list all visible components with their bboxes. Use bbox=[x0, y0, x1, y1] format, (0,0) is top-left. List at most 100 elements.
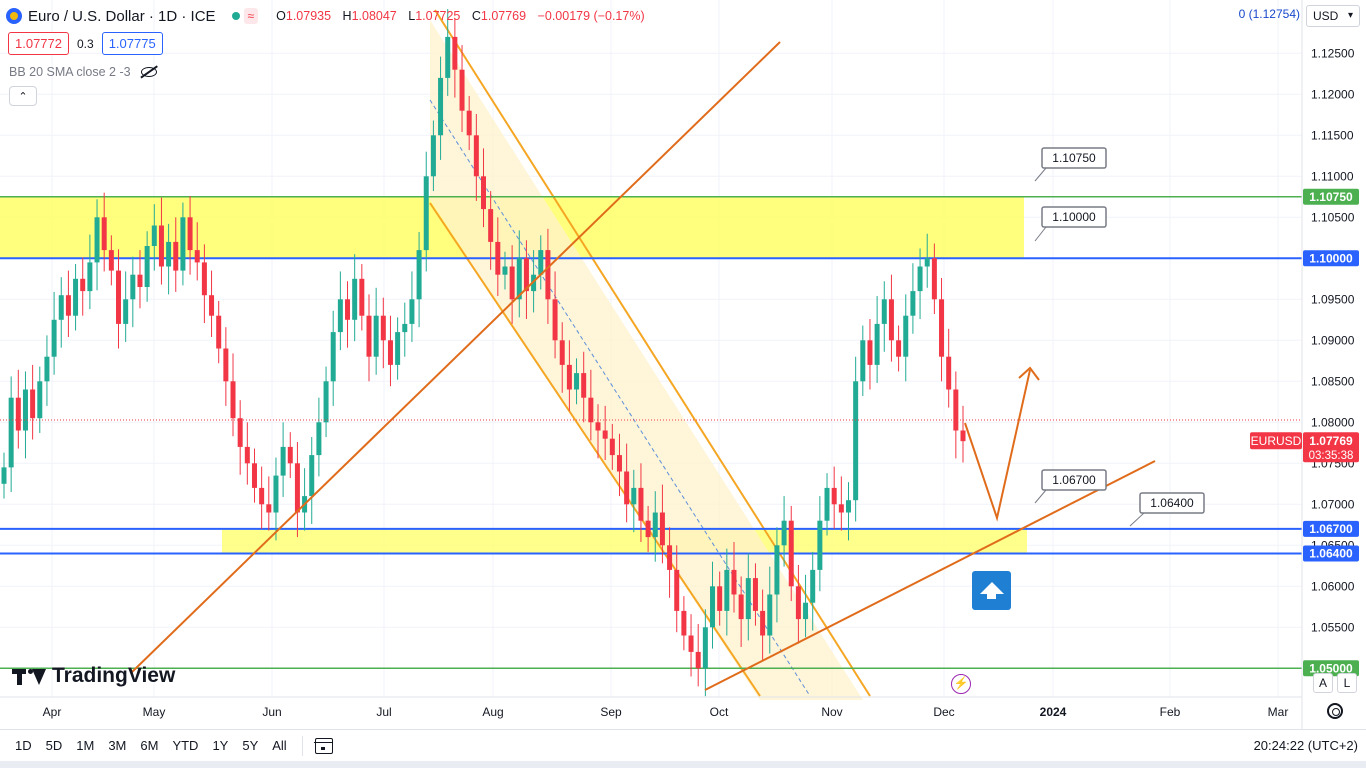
candle bbox=[838, 476, 844, 531]
candle bbox=[294, 441, 300, 538]
candle bbox=[688, 614, 694, 677]
candle bbox=[631, 469, 637, 533]
candle bbox=[30, 364, 36, 440]
candle bbox=[881, 281, 887, 352]
y-tick-label: 1.05500 bbox=[1311, 620, 1355, 634]
buy-button[interactable]: 1.07775 bbox=[101, 32, 163, 55]
candle bbox=[795, 564, 801, 644]
candle bbox=[116, 249, 122, 349]
candle bbox=[566, 340, 572, 411]
sell-button[interactable]: 1.07772 bbox=[8, 32, 69, 55]
candle bbox=[395, 317, 401, 380]
last-price-tag bbox=[1303, 432, 1359, 463]
candle bbox=[659, 484, 665, 564]
y-tick-label: 1.11500 bbox=[1311, 128, 1354, 142]
candle bbox=[960, 405, 966, 463]
candle bbox=[201, 244, 207, 324]
candle bbox=[860, 325, 866, 397]
symbol-title[interactable]: Euro / U.S. Dollar · 1D · ICE bbox=[28, 7, 216, 25]
candle bbox=[574, 358, 580, 405]
level-tag-label: 1.06700 bbox=[1309, 522, 1353, 536]
candle bbox=[523, 240, 529, 319]
spread-value: 0.3 bbox=[77, 36, 94, 51]
candle bbox=[158, 197, 164, 285]
candle bbox=[702, 609, 708, 697]
hide-eye-icon[interactable] bbox=[140, 67, 157, 77]
candle bbox=[130, 256, 136, 328]
y-tick-label: 1.09500 bbox=[1311, 292, 1355, 306]
candle bbox=[888, 274, 894, 362]
candle bbox=[831, 466, 837, 529]
level-tag bbox=[1303, 250, 1359, 267]
candle bbox=[15, 369, 21, 449]
period-all[interactable]: All bbox=[272, 738, 287, 753]
candle bbox=[738, 576, 744, 647]
candle bbox=[330, 310, 336, 406]
candle bbox=[917, 248, 923, 319]
collapse-legend-button[interactable]: ⌃ bbox=[9, 86, 37, 106]
close-value: 1.07769 bbox=[480, 9, 527, 23]
candle bbox=[638, 463, 644, 543]
y-tick-label: 1.09000 bbox=[1311, 333, 1355, 347]
candle bbox=[180, 202, 186, 286]
candle bbox=[187, 195, 193, 275]
time-axis: Apr May Jun Jul Aug Sep Oct Nov Dec 2024 Feb Mar bbox=[43, 705, 1289, 719]
candle bbox=[695, 624, 701, 687]
level-tag bbox=[1303, 545, 1359, 562]
candle bbox=[287, 432, 293, 479]
descending-channel bbox=[429, 9, 871, 700]
bottom-strip bbox=[0, 761, 1366, 768]
clock-readout[interactable]: 20:24:22 (UTC+2) bbox=[1253, 738, 1358, 753]
quote-row: 1.07772 0.3 1.07775 bbox=[8, 32, 163, 55]
ohlc-values: O1.07935 H1.08047 L1.07725 C1.07769 −0.0… bbox=[276, 9, 645, 23]
candle bbox=[502, 251, 508, 290]
bollinger-indicator-legend[interactable]: BB 20 SMA close 2 -3 bbox=[9, 65, 157, 79]
candle bbox=[173, 217, 179, 292]
candle bbox=[781, 496, 787, 567]
candle bbox=[280, 422, 286, 497]
y-tick-label: 1.12500 bbox=[1311, 46, 1355, 60]
candle bbox=[251, 448, 257, 503]
period-1m[interactable]: 1M bbox=[76, 738, 95, 753]
period-5d[interactable]: 5D bbox=[45, 738, 63, 753]
log-scale-button[interactable]: L bbox=[1337, 673, 1357, 693]
candle bbox=[359, 264, 365, 331]
gear-icon[interactable] bbox=[1327, 703, 1343, 719]
level-tag bbox=[1303, 188, 1359, 205]
horizontal-levels bbox=[0, 196, 1302, 670]
last-price-label: 1.07769 bbox=[1309, 434, 1353, 448]
calendar-icon[interactable] bbox=[314, 737, 333, 754]
candle bbox=[445, 9, 451, 96]
x-tick-label: May bbox=[143, 705, 166, 719]
candle bbox=[803, 574, 809, 638]
candle bbox=[216, 300, 222, 364]
candle bbox=[588, 369, 594, 441]
period-5y[interactable]: 5Y bbox=[242, 738, 259, 753]
candle bbox=[137, 250, 143, 309]
ascending-trendline-2 bbox=[704, 460, 1156, 691]
period-6m[interactable]: 6M bbox=[140, 738, 159, 753]
callout-label: 1.10000 bbox=[1052, 210, 1096, 224]
change-value: −0.00179 (−0.17%) bbox=[537, 9, 645, 23]
candle bbox=[652, 491, 658, 562]
candle bbox=[817, 496, 823, 592]
candle bbox=[674, 545, 680, 633]
candle bbox=[946, 328, 952, 408]
auto-scale-button[interactable]: A bbox=[1313, 673, 1333, 693]
symbol-tag bbox=[1250, 432, 1302, 450]
period-ytd[interactable]: YTD bbox=[172, 738, 199, 753]
price-axis: 1.12500 1.12000 1.11500 1.11000 1.10500 1.100… bbox=[1311, 46, 1355, 675]
candle bbox=[495, 217, 501, 297]
y-tick-label: 1.06000 bbox=[1311, 579, 1355, 593]
candle bbox=[273, 457, 279, 541]
lightning-icon[interactable]: ⚡ bbox=[951, 674, 971, 694]
currency-select[interactable]: USD bbox=[1306, 5, 1360, 27]
period-3m[interactable]: 3M bbox=[108, 738, 127, 753]
period-1y[interactable]: 1Y bbox=[212, 738, 229, 753]
callout-box bbox=[1041, 147, 1107, 169]
period-1d[interactable]: 1D bbox=[15, 738, 32, 753]
candle bbox=[58, 277, 64, 348]
candle bbox=[373, 287, 379, 375]
candle bbox=[337, 271, 343, 351]
